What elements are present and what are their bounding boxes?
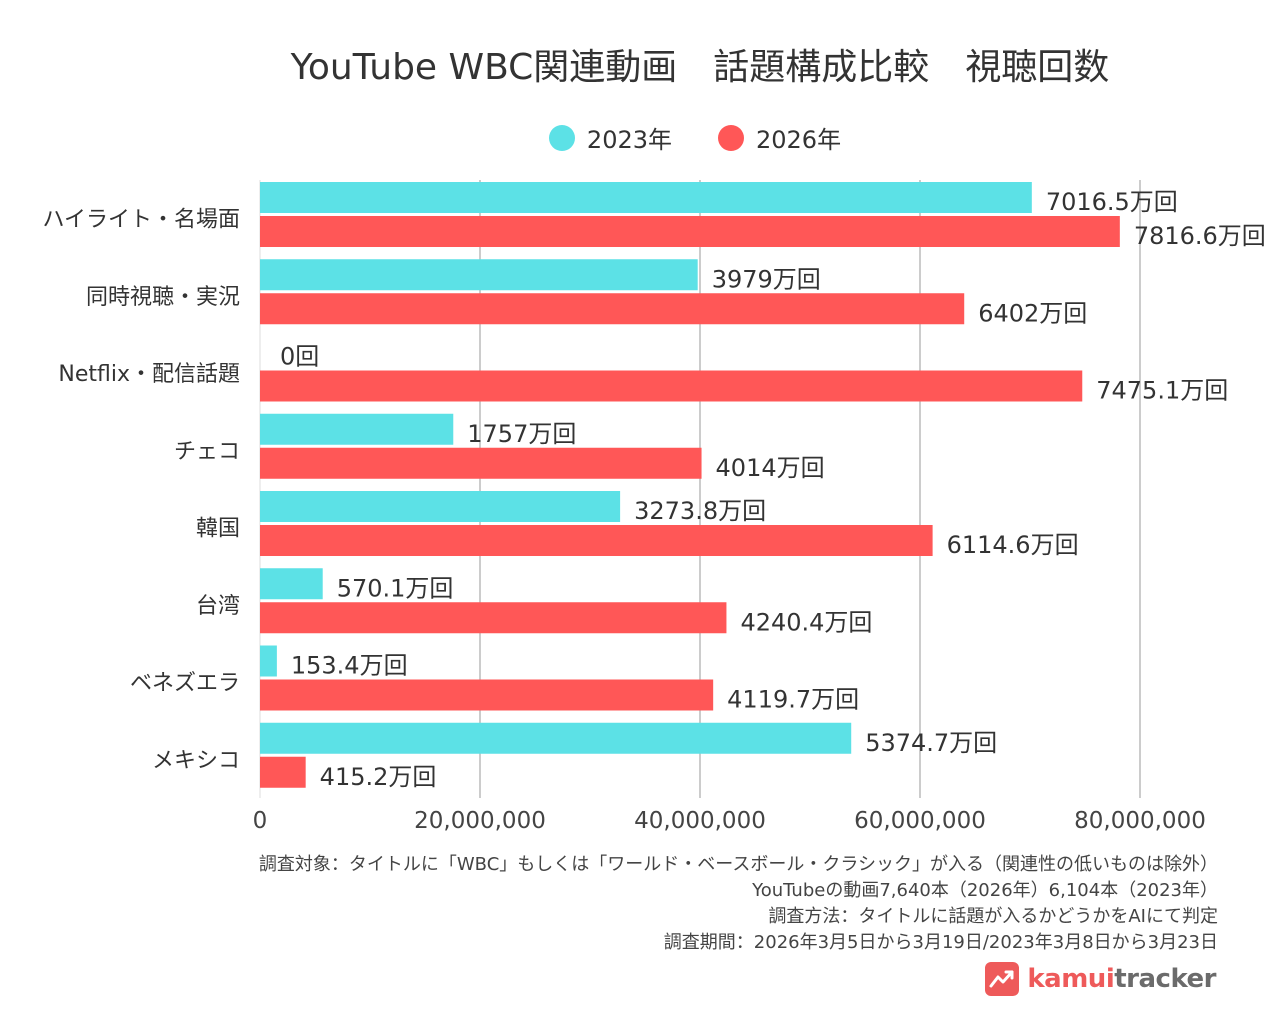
logo-word-tracker: tracker	[1114, 964, 1216, 994]
category-label-6: ベネズエラ	[130, 671, 240, 696]
data-label-2023-5: 570.1万回	[337, 574, 454, 602]
data-label-2026-1: 6402万回	[978, 299, 1087, 327]
kamuitracker-logo: kamuitracker	[985, 962, 1216, 996]
bar-2026-2	[260, 370, 1083, 402]
note-target: 調査対象：タイトルに「WBC」もしくは「ワールド・ベースボール・クラシック」が入…	[258, 854, 1218, 875]
data-label-2026-6: 4119.7万回	[727, 686, 859, 714]
data-label-2023-3: 1757万回	[467, 420, 576, 448]
legend-label-2023: 2023年	[586, 126, 672, 154]
data-label-2023-7: 5374.7万回	[865, 729, 997, 757]
legend-item-2023: 2023年	[548, 120, 672, 155]
x-tick-label-2: 40,000,000	[634, 808, 766, 834]
survey-notes: 調査対象：タイトルに「WBC」もしくは「ワールド・ベースボール・クラシック」が入…	[259, 852, 1218, 956]
bar-2026-0	[260, 216, 1120, 247]
x-tick-label-3: 60,000,000	[854, 808, 986, 834]
data-label-2026-5: 4240.4万回	[740, 608, 872, 636]
chart-title: YouTube WBC関連動画 話題構成比較 視聴回数	[290, 47, 1110, 88]
data-label-2026-4: 6114.6万回	[947, 531, 1079, 559]
data-label-2026-2: 7475.1万回	[1096, 377, 1228, 405]
data-label-2023-1: 3979万回	[712, 265, 821, 293]
category-label-0: ハイライト・名場面	[42, 208, 240, 233]
bar-2026-5	[260, 602, 727, 634]
x-tick-label-1: 20,000,000	[414, 808, 546, 834]
bar-2023-6	[260, 645, 277, 677]
data-label-2023-4: 3273.8万回	[634, 497, 766, 525]
legend-swatch-2023	[548, 124, 575, 151]
legend-item-2026: 2026年	[718, 120, 841, 155]
category-label-1: 同時視聴・実況	[86, 285, 240, 310]
bar-2026-6	[260, 679, 714, 711]
data-label-2026-7: 415.2万回	[320, 763, 437, 791]
data-label-2026-0: 7816.6万回	[1134, 222, 1266, 250]
note-video-count: YouTubeの動画7,640本（2026年）6,104本（2023年）	[752, 880, 1218, 901]
category-label-2: Netflix・配信話題	[58, 362, 240, 387]
data-label-2023-2: 0回	[280, 343, 319, 371]
logo-word-kamui: kamui	[1027, 964, 1115, 994]
note-method: 調査方法：タイトルに話題が入るかどうかをAIにて判定	[768, 906, 1218, 927]
legend-label-2026: 2026年	[756, 126, 842, 154]
legend-swatch-2026	[718, 124, 744, 151]
bar-2026-3	[260, 447, 702, 479]
note-period: 調査期間：2026年3月5日から3月19日/2023年3月8日から3月23日	[663, 932, 1218, 953]
category-label-4: 韓国	[196, 517, 240, 542]
chart-title-wrap: YouTube WBC関連動画 話題構成比較 視聴回数	[0, 0, 1280, 110]
logo-wordmark: kamuitracker	[1027, 964, 1216, 994]
trend-chart-icon	[985, 962, 1020, 996]
bar-2023-3	[260, 413, 454, 445]
data-label-2023-6: 153.4万回	[291, 652, 408, 680]
legend: 2023年 2026年	[0, 120, 1280, 155]
category-label-3: チェコ	[174, 439, 240, 464]
bar-chart: 0 20,000,000 40,000,000 60,000,000 80,000,00…	[42, 180, 1266, 834]
bar-2023-5	[260, 568, 323, 600]
bar-2023-1	[260, 259, 698, 291]
bar-2026-4	[260, 525, 933, 556]
x-tick-label-0: 0	[253, 808, 268, 834]
x-tick-label-4: 80,000,000	[1074, 808, 1206, 834]
bar-2026-1	[260, 293, 965, 325]
bar-2026-7	[260, 756, 306, 788]
data-label-2023-0: 7016.5万回	[1046, 188, 1178, 216]
bar-2023-4	[260, 491, 621, 522]
bar-2023-7	[260, 722, 852, 754]
data-label-2026-3: 4014万回	[716, 454, 825, 482]
category-label-5: 台湾	[196, 594, 240, 619]
bar-2023-0	[260, 182, 1032, 213]
category-label-7: メキシコ	[152, 748, 240, 773]
